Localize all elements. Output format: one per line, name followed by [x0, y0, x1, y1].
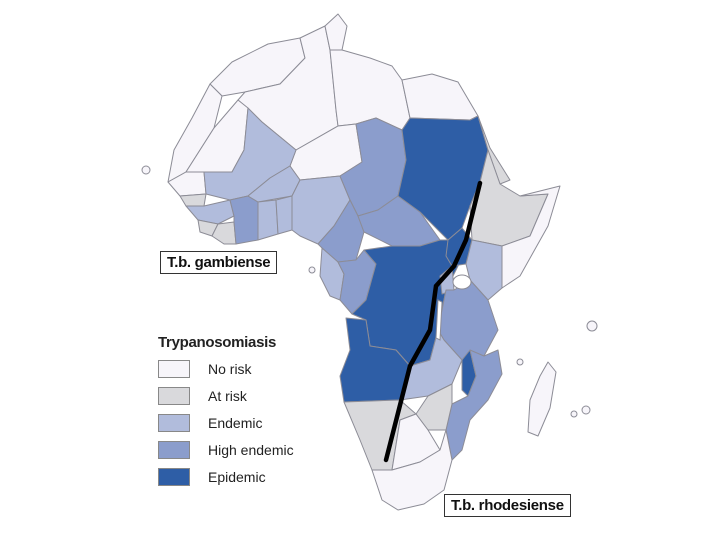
- legend-item-endemic: Endemic: [158, 409, 294, 436]
- rhodesiense-label: T.b. rhodesiense: [444, 494, 571, 517]
- legend-item-high-endemic: High endemic: [158, 436, 294, 463]
- region-togo-benin: [275, 195, 293, 235]
- gambiense-label: T.b. gambiense: [160, 251, 278, 274]
- region-madagascar: [527, 361, 557, 437]
- region-south-africa: [371, 429, 453, 511]
- region-ghana: [257, 199, 279, 241]
- legend-title: Trypanosomiasis: [158, 334, 277, 351]
- legend-label: Epidemic: [208, 468, 266, 485]
- region-guinea-bissau: [179, 193, 207, 207]
- legend-swatch: [158, 359, 190, 378]
- legend-swatch: [158, 467, 190, 486]
- legend-item-at-risk: At risk: [158, 382, 294, 409]
- legend-swatch: [158, 413, 190, 432]
- region-egypt: [401, 73, 479, 121]
- legend-item-no-risk: No risk: [158, 355, 294, 382]
- legend-label: At risk: [208, 387, 247, 404]
- island-comoros: [516, 358, 524, 366]
- region-libya: [329, 49, 411, 131]
- lake-tanganyika: [435, 299, 443, 341]
- region-tunisia: [324, 13, 348, 51]
- lake-victoria: [452, 274, 472, 290]
- legend-item-epidemic: Epidemic: [158, 463, 294, 490]
- region-eritrea: [477, 115, 511, 185]
- legend-label: No risk: [208, 360, 252, 377]
- gambiense-rhodesiense-divide-line: [383, 180, 483, 463]
- legend-swatch: [158, 386, 190, 405]
- island-seychelles: [586, 320, 598, 332]
- island-cape-verde: [141, 165, 151, 175]
- legend-swatch: [158, 440, 190, 459]
- island-sao-tome: [308, 266, 316, 274]
- island-mauritius: [581, 405, 591, 415]
- legend-label: High endemic: [208, 441, 294, 458]
- legend: Trypanosomiasis No risk At risk Endemic …: [158, 334, 294, 490]
- island-reunion: [570, 410, 578, 418]
- legend-label: Endemic: [208, 414, 263, 431]
